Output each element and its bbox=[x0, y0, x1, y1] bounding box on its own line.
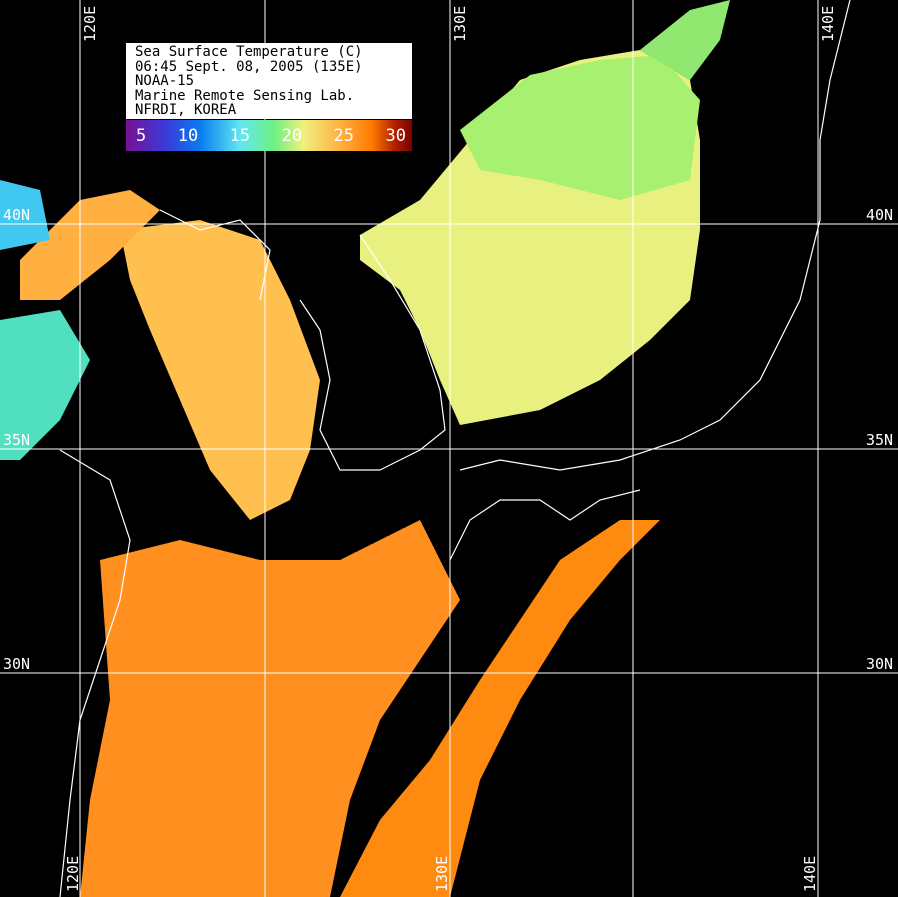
sst-east-sea-green bbox=[460, 55, 700, 200]
colorbar: 5 10 15 20 25 30 bbox=[126, 120, 412, 151]
sst-ecs bbox=[80, 520, 460, 897]
lat-label-right-40n: 40N bbox=[866, 206, 894, 224]
legend-datetime: 06:45 Sept. 08, 2005 (135E) bbox=[135, 58, 363, 75]
lon-label-top-130e: 130E bbox=[451, 5, 469, 42]
colorbar-tick: 10 bbox=[177, 125, 199, 146]
legend-title: Sea Surface Temperature (C) bbox=[135, 44, 363, 60]
colorbar-tick: 5 bbox=[136, 125, 147, 146]
sst-west-cold bbox=[0, 180, 50, 250]
lat-label-right-35n: 35N bbox=[866, 431, 894, 449]
legend-satellite: NOAA-15 bbox=[135, 73, 195, 89]
lat-label-right-30n: 30N bbox=[866, 655, 894, 673]
lon-label-bottom-130e: 130E bbox=[433, 855, 451, 892]
lon-label-bottom-120e: 120E bbox=[64, 855, 82, 892]
colorbar-tick: 20 bbox=[281, 125, 303, 146]
sst-field bbox=[0, 0, 730, 897]
lat-label-left-30n: 30N bbox=[3, 655, 31, 673]
lat-label-left-40n: 40N bbox=[3, 206, 31, 224]
sst-bohai bbox=[20, 190, 160, 300]
legend-box: Sea Surface Temperature (C) 06:45 Sept. … bbox=[126, 43, 412, 119]
colorbar-tick: 15 bbox=[229, 125, 251, 146]
sst-kuroshio bbox=[340, 520, 660, 897]
lat-label-left-35n: 35N bbox=[3, 431, 31, 449]
sst-west-cold2 bbox=[0, 310, 90, 460]
lon-label-bottom-140e: 140E bbox=[801, 855, 819, 892]
colorbar-tick: 30 bbox=[385, 125, 406, 146]
coastline bbox=[59, 0, 851, 897]
colorbar-tick: 25 bbox=[333, 125, 354, 146]
sst-north-strip bbox=[640, 0, 730, 80]
sst-yellow-sea bbox=[120, 220, 320, 520]
legend-lab: Marine Remote Sensing Lab. bbox=[135, 87, 355, 104]
lon-label-top-140e: 140E bbox=[819, 5, 837, 42]
lon-label-top-120e: 120E bbox=[81, 5, 99, 42]
legend-institution: NFRDI, KOREA bbox=[135, 102, 237, 118]
